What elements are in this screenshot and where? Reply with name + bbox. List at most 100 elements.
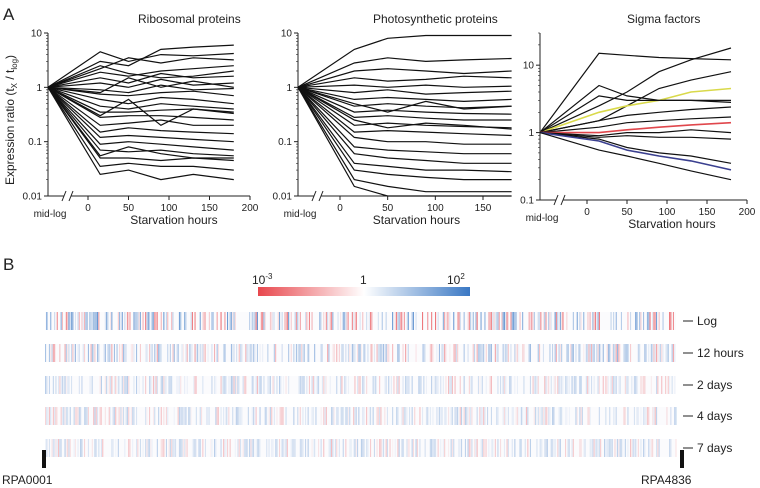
heatmap-stripe bbox=[567, 344, 569, 362]
heatmap-stripe bbox=[448, 376, 450, 394]
heatmap-stripe bbox=[345, 312, 347, 330]
heatmap-stripe bbox=[457, 312, 459, 330]
heatmap-stripe bbox=[637, 439, 639, 457]
heatmap-stripe bbox=[398, 376, 400, 394]
heatmap-stripe bbox=[245, 376, 247, 394]
heatmap-stripe bbox=[74, 344, 76, 362]
heatmap-stripe bbox=[524, 407, 526, 425]
heatmap-stripe bbox=[489, 312, 491, 330]
series-line bbox=[539, 95, 731, 134]
heatmap-stripe bbox=[502, 344, 504, 362]
heatmap-stripe bbox=[371, 312, 373, 330]
heatmap-stripe bbox=[299, 312, 301, 330]
heatmap-stripe bbox=[396, 376, 398, 394]
x-tick-label: 200 bbox=[739, 207, 756, 218]
heatmap-stripe bbox=[58, 439, 60, 457]
heatmap-stripe bbox=[432, 439, 434, 457]
heatmap-stripe bbox=[232, 407, 234, 425]
heatmap-stripe bbox=[654, 312, 656, 330]
heatmap-stripe bbox=[124, 344, 126, 362]
heatmap-stripe bbox=[93, 407, 95, 425]
heatmap-stripe bbox=[308, 344, 310, 362]
heatmap-stripe bbox=[364, 344, 366, 362]
heatmap-stripe bbox=[407, 312, 409, 330]
heatmap-stripe bbox=[593, 312, 595, 330]
heatmap-stripe bbox=[666, 407, 668, 425]
heatmap-stripe bbox=[448, 312, 450, 330]
heatmap-row: 4 days bbox=[45, 407, 732, 425]
heatmap-stripe bbox=[91, 312, 93, 330]
heatmap-stripe bbox=[355, 439, 357, 457]
heatmap-stripe bbox=[554, 376, 556, 394]
heatmap-stripe bbox=[433, 439, 435, 457]
heatmap-stripe bbox=[555, 344, 557, 362]
heatmap-stripe bbox=[185, 312, 187, 330]
heatmap-stripe bbox=[675, 439, 677, 457]
heatmap-stripe bbox=[165, 376, 167, 394]
heatmap-stripe bbox=[220, 439, 222, 457]
axis-break-mark bbox=[61, 190, 67, 202]
heatmap-stripe bbox=[566, 407, 568, 425]
heatmap-stripe bbox=[76, 407, 78, 425]
heatmap-stripe bbox=[397, 312, 399, 330]
heatmap-stripe bbox=[596, 312, 598, 330]
heatmap-stripe bbox=[622, 439, 624, 457]
heatmap-stripe bbox=[195, 407, 197, 425]
heatmap-stripe bbox=[169, 439, 171, 457]
series-line bbox=[297, 86, 512, 181]
heatmap-stripe bbox=[186, 439, 188, 457]
heatmap-stripe bbox=[52, 407, 54, 425]
heatmap-stripe bbox=[259, 407, 261, 425]
heatmap-stripe bbox=[464, 407, 466, 425]
heatmap-stripe bbox=[392, 439, 394, 457]
heatmap-stripe bbox=[398, 439, 400, 457]
heatmap-stripe bbox=[78, 376, 80, 394]
heatmap-stripe bbox=[173, 439, 175, 457]
heatmap-stripe bbox=[124, 312, 126, 330]
heatmap-stripe bbox=[474, 439, 476, 457]
heatmap-stripe bbox=[453, 344, 455, 362]
heatmap-stripe bbox=[609, 439, 611, 457]
heatmap-stripe bbox=[614, 439, 616, 457]
heatmap-stripe bbox=[450, 439, 452, 457]
heatmap-stripe bbox=[111, 376, 113, 394]
x-tick-label: 100 bbox=[427, 203, 444, 214]
heatmap-stripe bbox=[290, 344, 292, 362]
heatmap-stripe bbox=[558, 344, 560, 362]
heatmap-stripe bbox=[437, 376, 439, 394]
heatmap-stripe bbox=[656, 312, 658, 330]
heatmap-stripe bbox=[207, 344, 209, 362]
heatmap-stripe bbox=[431, 312, 433, 330]
heatmap-stripe bbox=[214, 376, 216, 394]
heatmap-stripe bbox=[627, 407, 629, 425]
heatmap-stripe bbox=[181, 407, 183, 425]
heatmap-stripe bbox=[432, 407, 434, 425]
x-tick-label: 50 bbox=[621, 207, 633, 218]
heatmap-stripe bbox=[254, 344, 256, 362]
heatmap-stripe bbox=[50, 312, 52, 330]
heatmap-stripe bbox=[154, 312, 156, 330]
heatmap-stripe bbox=[155, 376, 157, 394]
heatmap-stripe bbox=[481, 376, 483, 394]
heatmap-stripe bbox=[448, 439, 450, 457]
heatmap-stripe bbox=[575, 407, 577, 425]
heatmap-stripe bbox=[468, 407, 470, 425]
heatmap-stripe bbox=[204, 439, 206, 457]
heatmap-stripe bbox=[282, 376, 284, 394]
y-tick-label: 10 bbox=[31, 29, 43, 40]
heatmap-stripe bbox=[312, 439, 314, 457]
heatmap-stripe bbox=[98, 312, 100, 330]
heatmap-stripe bbox=[106, 376, 108, 394]
heatmap-stripe bbox=[606, 344, 608, 362]
heatmap-stripe bbox=[362, 407, 364, 425]
heatmap-stripe bbox=[254, 407, 256, 425]
heatmap-stripe bbox=[510, 312, 512, 330]
heatmap-stripe bbox=[168, 439, 170, 457]
heatmap-stripe bbox=[624, 407, 626, 425]
heatmap-stripe bbox=[481, 439, 483, 457]
heatmap-stripe bbox=[253, 376, 255, 394]
heatmap-stripe bbox=[336, 439, 338, 457]
heatmap-stripe bbox=[77, 312, 79, 330]
heatmap-stripe bbox=[619, 376, 621, 394]
heatmap-stripe bbox=[136, 407, 138, 425]
